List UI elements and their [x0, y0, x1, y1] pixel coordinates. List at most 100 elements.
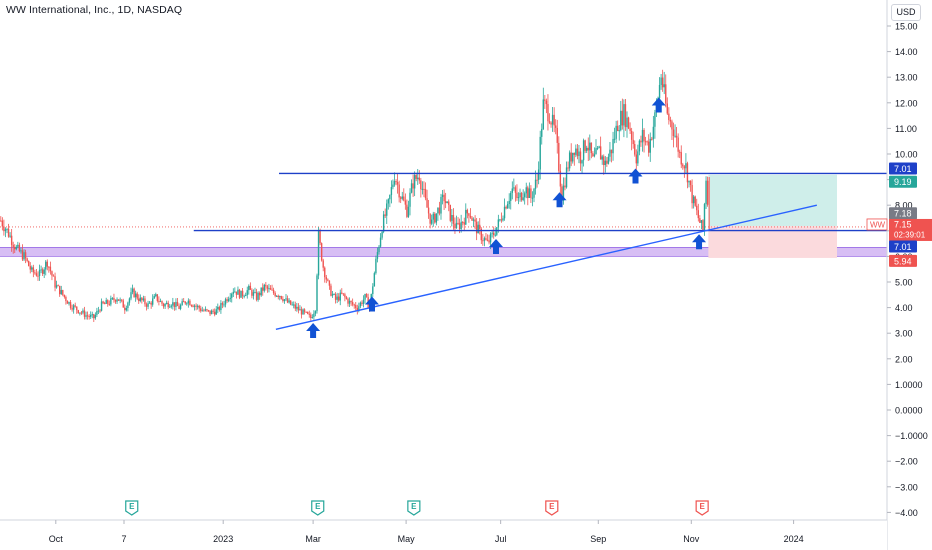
- candle-body: [479, 224, 481, 229]
- candle: [697, 203, 699, 222]
- candle-body: [173, 302, 176, 307]
- candle-body: [623, 104, 625, 126]
- earnings-icon[interactable]: E: [695, 500, 709, 516]
- candle-body: [652, 126, 655, 140]
- candle: [429, 213, 431, 229]
- candle-body: [686, 163, 689, 183]
- up-arrow-icon[interactable]: [651, 97, 666, 113]
- candle: [393, 172, 396, 187]
- candle: [153, 294, 155, 299]
- candle: [539, 130, 541, 180]
- profit-target-zone[interactable]: [708, 174, 837, 227]
- candle-body: [362, 299, 365, 304]
- candle: [452, 208, 455, 230]
- candle: [409, 188, 411, 216]
- candle-body: [466, 209, 469, 214]
- candle-body: [567, 167, 569, 169]
- candle-body: [624, 104, 627, 128]
- earnings-icon[interactable]: E: [125, 500, 139, 516]
- candle: [565, 161, 568, 189]
- candle: [643, 128, 645, 153]
- candle: [503, 198, 506, 221]
- candle: [496, 227, 498, 237]
- target-price-label: 9.19: [889, 175, 917, 188]
- up-arrow-icon[interactable]: [489, 238, 503, 254]
- candle: [258, 291, 261, 300]
- candle: [336, 292, 338, 304]
- price-axis[interactable]: [887, 0, 932, 550]
- candle-body: [74, 305, 76, 307]
- up-arrow-icon[interactable]: [552, 192, 567, 208]
- candle-body: [24, 252, 27, 259]
- candle-body: [646, 141, 648, 143]
- target-price-label-bg: [889, 175, 917, 188]
- candle: [319, 228, 321, 246]
- candle: [379, 233, 382, 248]
- candle-body: [359, 302, 362, 307]
- candle: [520, 191, 523, 202]
- candle: [94, 312, 97, 320]
- candle-body: [339, 292, 341, 301]
- candle: [204, 306, 207, 312]
- candle-body: [516, 192, 518, 198]
- candle: [133, 287, 135, 298]
- candle: [15, 244, 17, 251]
- stop-loss-zone[interactable]: [708, 226, 837, 258]
- candle-body: [607, 156, 610, 164]
- candle: [542, 87, 544, 131]
- candle: [344, 292, 346, 302]
- candle-body: [462, 221, 464, 223]
- candle-body: [506, 204, 509, 209]
- candle-body: [384, 214, 386, 216]
- earnings-icon[interactable]: E: [311, 500, 325, 516]
- candle-body: [663, 84, 665, 88]
- up-arrow-icon[interactable]: [365, 296, 379, 312]
- trend-line[interactable]: [275, 204, 818, 331]
- candle-body: [274, 293, 276, 297]
- earnings-icon[interactable]: E: [407, 500, 421, 516]
- candle: [218, 305, 221, 312]
- candle: [632, 131, 634, 149]
- candle: [449, 204, 451, 223]
- candle: [178, 303, 180, 310]
- candle: [121, 299, 123, 303]
- candle: [122, 298, 124, 308]
- candle: [330, 283, 332, 297]
- candle: [564, 177, 566, 191]
- time-axis[interactable]: [0, 520, 887, 550]
- candle-body: [427, 207, 430, 214]
- candle: [189, 299, 191, 306]
- candle-body: [328, 280, 331, 286]
- candle-body: [485, 238, 487, 240]
- candle-body: [153, 296, 155, 299]
- target-price-label-text: 9.19: [894, 177, 912, 187]
- candle-body: [162, 303, 165, 307]
- up-arrow-icon[interactable]: [306, 323, 321, 339]
- up-arrow-icon[interactable]: [692, 234, 707, 250]
- candle: [93, 313, 95, 322]
- candle: [254, 287, 256, 294]
- candle: [373, 271, 376, 287]
- candle: [272, 287, 275, 295]
- currency-button[interactable]: USD: [891, 4, 921, 21]
- candle: [296, 302, 298, 312]
- candle: [127, 301, 129, 312]
- candle-body: [142, 298, 145, 301]
- earnings-icon[interactable]: E: [545, 500, 559, 516]
- candle-body: [130, 292, 132, 299]
- demand-zone[interactable]: [0, 247, 887, 257]
- candle: [672, 122, 675, 148]
- time-tick-label: Jul: [495, 534, 507, 544]
- up-arrow-icon[interactable]: [628, 168, 643, 184]
- candle: [634, 140, 636, 157]
- candle: [52, 274, 55, 277]
- candle-body: [417, 177, 419, 179]
- candle-body: [400, 197, 402, 199]
- candle: [682, 162, 684, 170]
- time-tick-label: Oct: [49, 534, 64, 544]
- candle: [638, 139, 641, 156]
- candle-body: [545, 100, 548, 105]
- candle-body: [94, 314, 97, 319]
- candle: [364, 293, 366, 304]
